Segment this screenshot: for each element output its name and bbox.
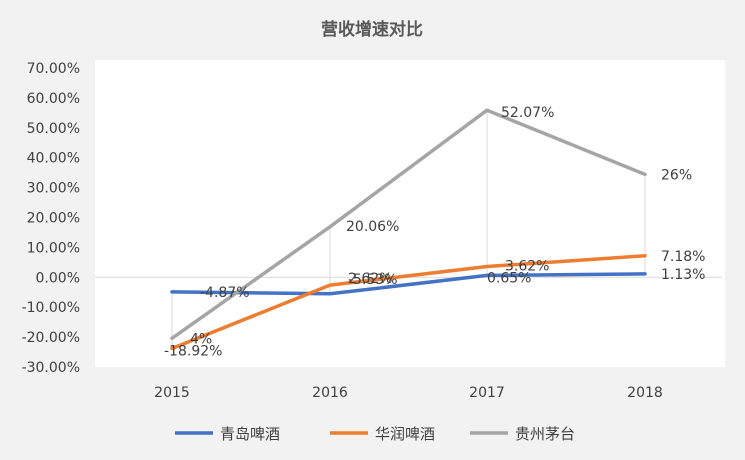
series-line xyxy=(170,108,647,341)
legend-label: 贵州茅台 xyxy=(515,425,575,443)
y-tick-label: -10.00% xyxy=(22,300,80,316)
data-label: 7.18% xyxy=(661,249,705,265)
data-label: 26% xyxy=(661,167,692,183)
legend-label: 青岛啤酒 xyxy=(220,425,280,443)
data-label: 0.65% xyxy=(487,270,531,286)
data-label: -4.87% xyxy=(200,285,250,301)
x-tick-label: 2015 xyxy=(154,385,190,401)
series-line xyxy=(170,272,647,296)
y-tick-label: 60.00% xyxy=(27,91,80,107)
y-tick-label: 70.00% xyxy=(27,61,80,77)
y-tick-label: 20.00% xyxy=(27,211,80,227)
y-tick-label: 40.00% xyxy=(27,151,80,167)
y-tick-label: -20.00% xyxy=(22,330,80,346)
legend: 青岛啤酒 华润啤酒 贵州茅台 xyxy=(175,425,575,443)
data-label: 2.62% xyxy=(348,271,392,287)
data-label: -5.53% xyxy=(348,272,398,288)
data-label: 3.62% xyxy=(505,258,549,274)
data-label: 1.13% xyxy=(661,267,705,283)
y-tick-label: 50.00% xyxy=(27,121,80,137)
x-tick-label: 2018 xyxy=(627,385,663,401)
series-line xyxy=(170,254,647,351)
x-axis: 2015 2016 2017 2018 xyxy=(154,385,663,401)
data-label: 20.06% xyxy=(346,219,399,235)
chart-title: 营收增速对比 xyxy=(321,19,423,40)
y-tick-label: 10.00% xyxy=(27,240,80,256)
series-lines xyxy=(170,108,647,351)
x-tick-label: 2017 xyxy=(469,385,505,401)
data-label: 4% xyxy=(190,331,212,347)
data-label: 52.07% xyxy=(501,105,554,121)
y-axis: 70.00% 60.00% 50.00% 40.00% 30.00% 20.00% 10.0… xyxy=(22,61,80,376)
legend-label: 华润啤酒 xyxy=(375,425,435,443)
y-tick-label: 30.00% xyxy=(27,181,80,197)
data-label: -18.92% xyxy=(164,343,222,359)
y-tick-label: 0.00% xyxy=(36,270,80,286)
data-labels: -4.87% -5.53% 0.65% 1.13% -18.92% 2.62% 3.62% 7… xyxy=(164,105,705,359)
x-tick-label: 2016 xyxy=(312,385,348,401)
plot-area xyxy=(95,60,725,367)
y-tick-label: -30.00% xyxy=(22,360,80,376)
